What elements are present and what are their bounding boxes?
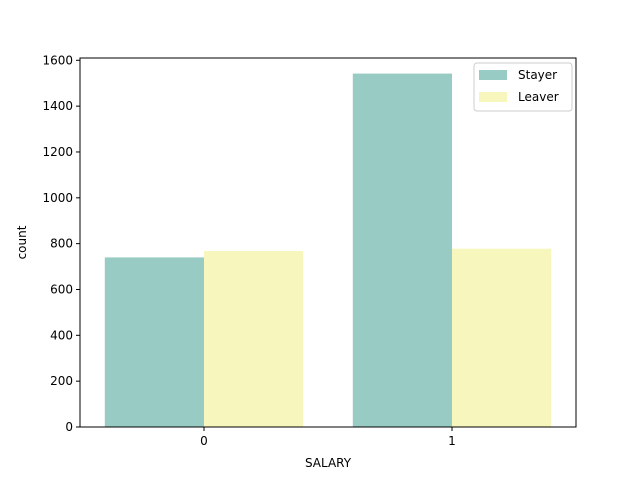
y-axis-label: count (15, 225, 29, 259)
x-tick-label: 1 (448, 434, 456, 448)
y-tick-label: 1600 (42, 53, 73, 67)
y-axis: 0 200 400 600 800 1000 1200 1400 1600 (42, 53, 80, 434)
y-tick-label: 200 (50, 374, 73, 388)
bars-group (104, 73, 552, 428)
legend-swatch-stayer (479, 70, 507, 80)
y-tick-label: 800 (50, 237, 73, 251)
y-tick-label: 1400 (42, 99, 73, 113)
x-tick-label: 0 (200, 434, 208, 448)
bar-stayer-0 (104, 257, 204, 427)
legend-label-stayer: Stayer (518, 68, 557, 82)
bar-stayer-1 (352, 73, 452, 428)
y-tick-label: 400 (50, 328, 73, 342)
plot-frame (79, 57, 577, 428)
bar-leaver-0 (204, 250, 304, 427)
y-tick-label: 1200 (42, 145, 73, 159)
y-tick-label: 600 (50, 282, 73, 296)
legend-label-leaver: Leaver (518, 90, 559, 104)
legend-swatch-leaver (479, 92, 507, 102)
y-tick-label: 0 (65, 420, 73, 434)
bar-leaver-1 (452, 248, 552, 427)
legend: Stayer Leaver (473, 62, 573, 112)
x-axis-label: SALARY (305, 456, 352, 470)
y-tick-label: 1000 (42, 191, 73, 205)
